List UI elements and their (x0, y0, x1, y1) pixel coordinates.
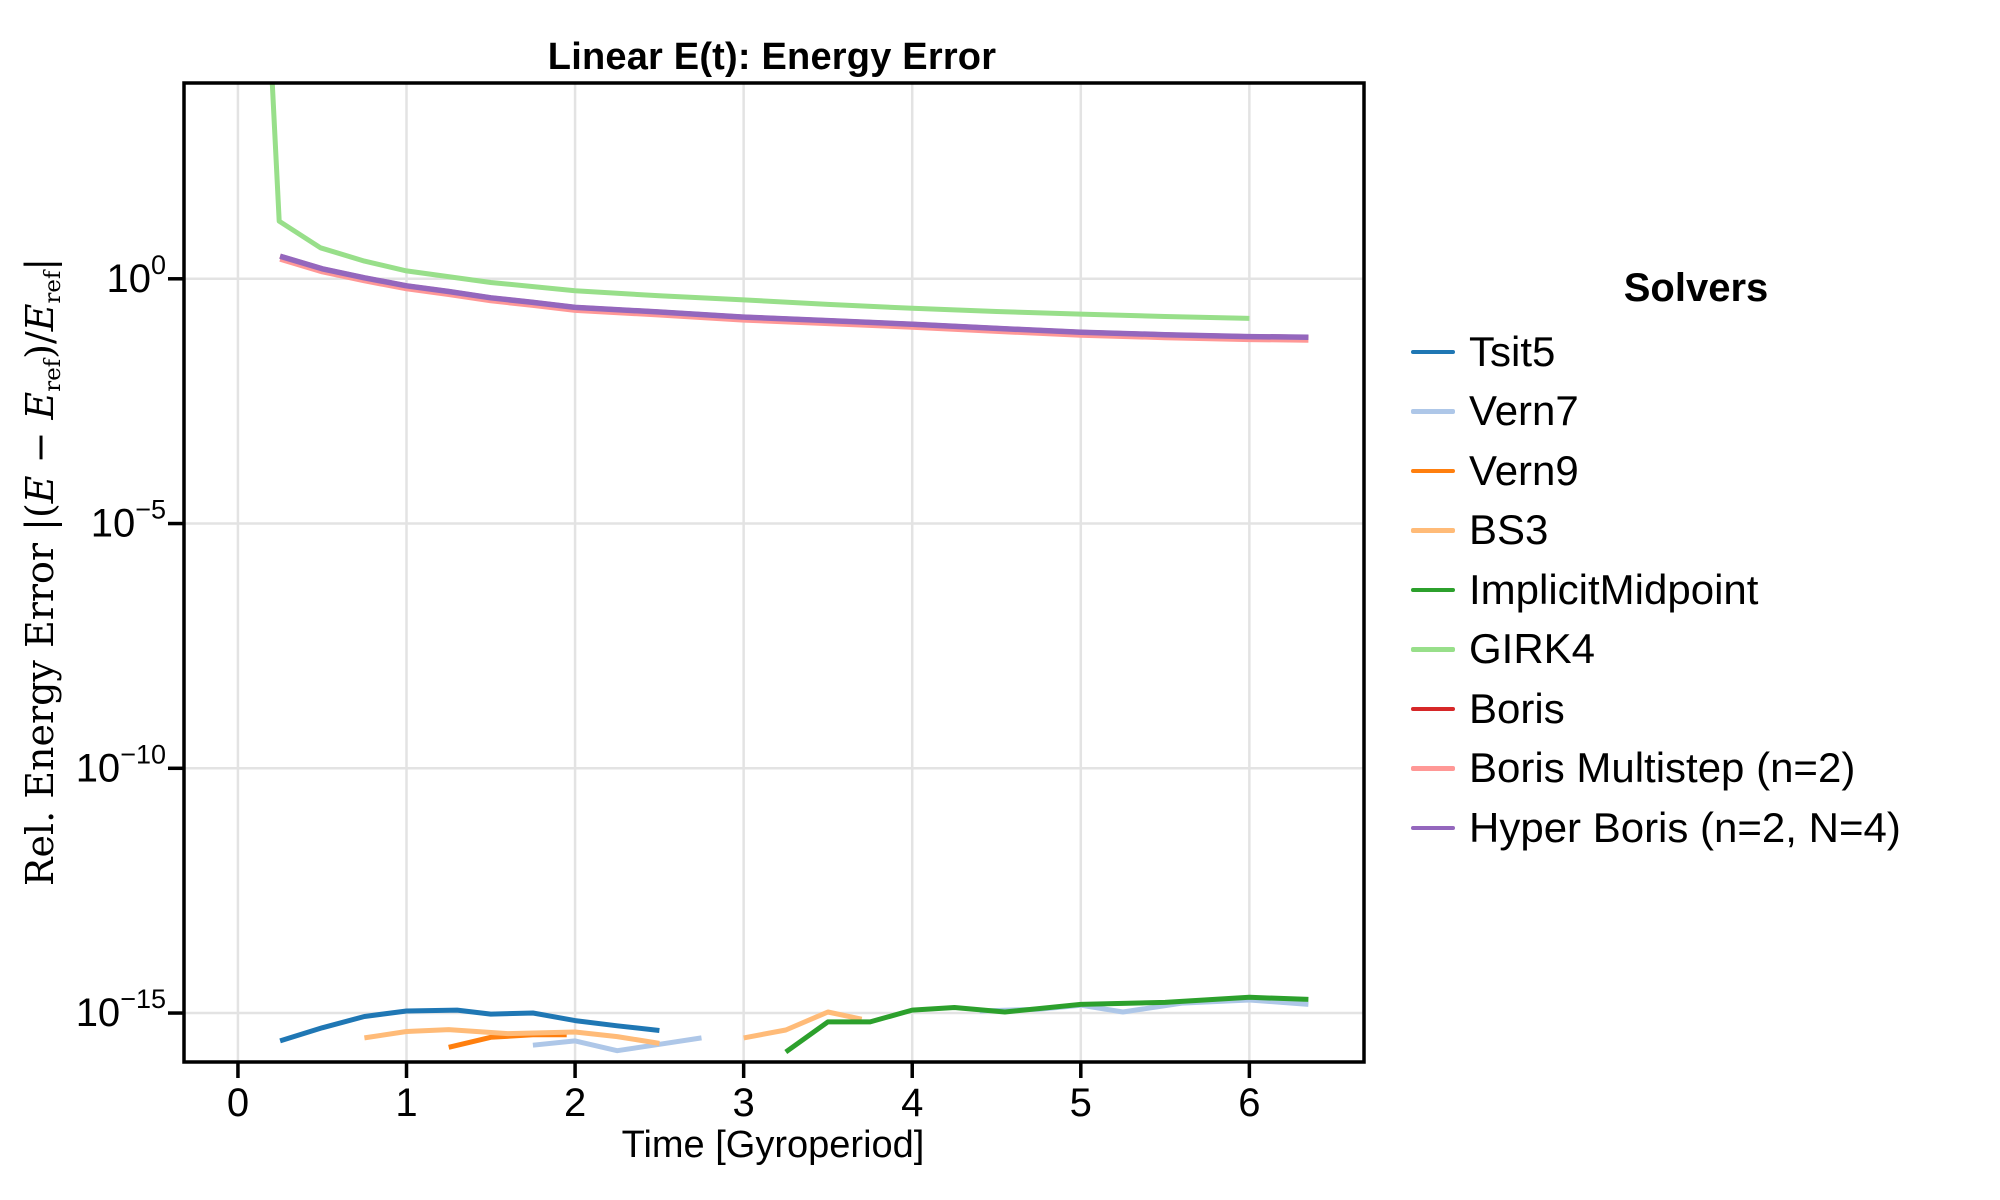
y-tick-label: 100 (106, 250, 166, 301)
legend-label: Hyper Boris (n=2, N=4) (1469, 803, 1901, 851)
legend: Solvers Tsit5 Vern7 Vern9 BS3 ImplicitMi… (1406, 264, 1986, 858)
legend-swatch-line (1411, 647, 1455, 652)
series-line-girk4 (269, 83, 1250, 321)
legend-swatch-line (1411, 587, 1455, 592)
legend-item: Boris (1406, 679, 1986, 739)
legend-item: ImplicitMidpoint (1406, 560, 1986, 620)
x-tick-label: 3 (733, 1081, 755, 1125)
x-tick-label: 0 (227, 1081, 249, 1125)
x-tick-label: 5 (1070, 1081, 1092, 1125)
x-axis-label: Time [Gyroperiod] (621, 1124, 925, 1166)
series-line-bs3 (743, 1009, 863, 1041)
legend-item: Boris Multistep (n=2) (1406, 739, 1986, 799)
legend-swatch-line (1411, 468, 1455, 473)
legend-label: Tsit5 (1469, 327, 1556, 375)
y-tick-label: 10−15 (76, 984, 166, 1035)
legend-item: GIRK4 (1406, 620, 1986, 680)
series-line-boris (279, 253, 1309, 340)
x-tick-label: 1 (395, 1081, 417, 1125)
series-line-bs3 (364, 1027, 660, 1046)
series-line-hyper-boris-n-2-n-4 (279, 253, 1309, 340)
legend-swatch-line (1411, 706, 1455, 711)
x-tick-label: 6 (1238, 1081, 1260, 1125)
legend-item: BS3 (1406, 501, 1986, 561)
legend-label: Vern9 (1469, 446, 1579, 494)
x-tick-label: 4 (901, 1081, 923, 1125)
y-tick-label: 10−10 (76, 739, 166, 790)
legend-item: Tsit5 (1406, 322, 1986, 382)
x-tick-label: 2 (564, 1081, 586, 1125)
legend-item: Vern7 (1406, 382, 1986, 442)
series-group (269, 83, 1309, 1055)
axis-spines (182, 81, 1366, 1064)
legend-label: GIRK4 (1469, 625, 1596, 673)
legend-swatch-line (1411, 409, 1455, 414)
legend-swatch-line (1411, 349, 1455, 354)
series-line-boris-multistep-n-2 (279, 256, 1309, 343)
legend-swatch-line (1411, 825, 1455, 830)
legend-swatch-line (1411, 766, 1455, 771)
legend-swatch-line (1411, 528, 1455, 533)
legend-label: ImplicitMidpoint (1469, 565, 1759, 613)
series-line-tsit5 (279, 1007, 660, 1044)
legend-item: Hyper Boris (n=2, N=4) (1406, 798, 1986, 858)
legend-label: Boris (1469, 684, 1565, 732)
chart-title: Linear E(t): Energy Error (547, 36, 997, 78)
legend-item: Vern9 (1406, 441, 1986, 501)
legend-title: Solvers (1623, 266, 1769, 310)
y-tick-label: 10−5 (91, 495, 166, 546)
legend-label: Boris Multistep (n=2) (1469, 744, 1856, 792)
series-line-vern7 (532, 1035, 702, 1054)
legend-label: Vern7 (1469, 387, 1579, 435)
legend-label: BS3 (1469, 506, 1549, 554)
y-axis-label: Rel. Energy Error |(E − Eref)/Eref| (18, 257, 66, 887)
series-line-implicitmidpoint (784, 994, 1309, 1055)
